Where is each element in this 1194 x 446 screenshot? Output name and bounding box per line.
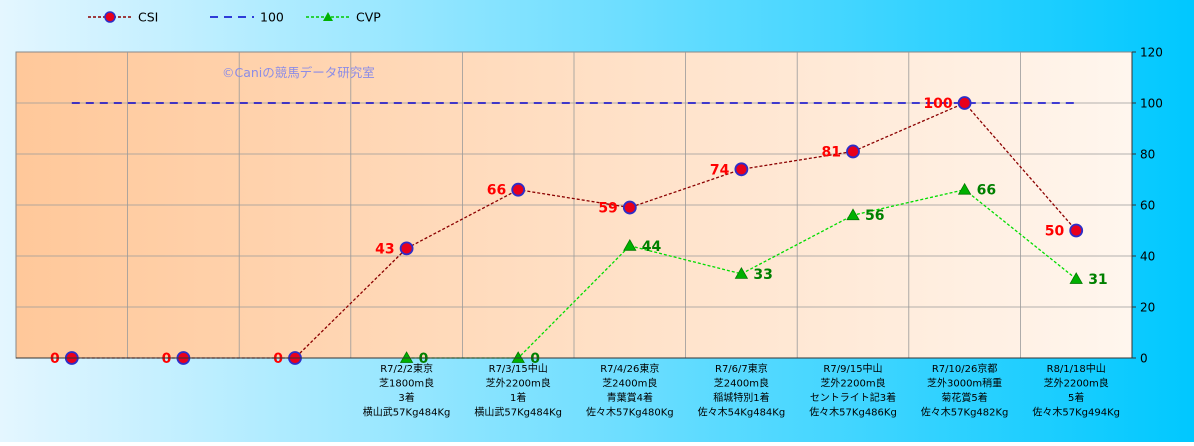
csi-data-label: 59	[598, 201, 617, 217]
x-category-label-line: 稲城特別1着	[713, 391, 769, 404]
cvp-point	[399, 351, 414, 363]
csi-data-label: 100	[923, 96, 952, 112]
watermark: ©Caniの競馬データ研究室	[222, 65, 375, 80]
legend-label: CSI	[138, 10, 158, 25]
x-category-label: R7/2/2東京芝1800m良 3着横山武57Kg484Kg	[363, 362, 451, 419]
x-category-label-line: 佐々木57Kg486Kg	[809, 407, 897, 419]
y-tick-label: 40	[1140, 250, 1155, 264]
x-category-label-line: 芝外2200m良	[1044, 377, 1109, 390]
csi-point	[1069, 223, 1084, 238]
x-category-label-line: 芝2400m良	[602, 377, 657, 390]
x-category-label-line: 1着	[510, 391, 526, 404]
x-category-label: R7/9/15中山芝外2200m良セントライト記3着佐々木57Kg486Kg	[809, 362, 897, 419]
legend-label: 100	[260, 10, 284, 25]
x-category-label-line: 横山武57Kg484Kg	[474, 406, 562, 419]
x-category-label-line: R7/6/7東京	[715, 362, 768, 375]
legend: CSI 100 CVP	[88, 10, 381, 25]
x-category-label-line: 青葉賞4着	[607, 391, 653, 404]
grid	[16, 52, 1132, 358]
y-axis: 0 20 40 60 80 100 120	[16, 46, 1163, 366]
cvp-point	[957, 182, 972, 195]
cvp-data-label: 56	[865, 208, 884, 224]
x-category-label: R7/3/15中山芝外2200m良 1着横山武57Kg484Kg	[474, 362, 562, 419]
cvp-point	[511, 351, 525, 363]
y-tick-label: 20	[1140, 301, 1155, 315]
x-category-label-line: 佐々木57Kg482Kg	[921, 407, 1009, 419]
x-category-label-line: R7/9/15中山	[823, 362, 882, 375]
csi-data-label: 74	[710, 162, 730, 178]
x-category-label-line: 5着	[1068, 391, 1084, 404]
x-category-label-line: 佐々木54Kg484Kg	[698, 407, 786, 419]
legend-circle-marker	[104, 11, 116, 23]
csi-point	[734, 162, 749, 177]
csi-data-label: 50	[1045, 224, 1065, 240]
cvp-data-label: 44	[642, 239, 662, 255]
csi-data-label: 81	[822, 144, 841, 160]
x-category-label-line: 芝1800m良	[379, 377, 434, 390]
legend-triangle-marker	[323, 12, 333, 21]
csi-data-label: 43	[375, 241, 394, 257]
x-category-label: R7/4/26東京芝2400m良青葉賞4着佐々木57Kg480Kg	[586, 362, 674, 419]
csi-point	[957, 96, 972, 110]
x-category-label-line: 芝外2200m良	[820, 377, 885, 390]
x-axis-labels: R7/2/2東京芝1800m良 3着横山武57Kg484KgR7/3/15中山芝外…	[363, 362, 1120, 419]
cvp-data-label: 33	[753, 267, 772, 283]
cvp-data-label: 0	[530, 351, 540, 367]
y-tick-label: 120	[1140, 46, 1163, 60]
y-tick-label: 60	[1140, 199, 1155, 213]
x-category-label-line: 芝外3000m稍重	[927, 377, 1002, 390]
cvp-data-label: 0	[419, 351, 429, 367]
x-category-label-line: 菊花賞5着	[941, 391, 987, 404]
legend-item: CSI	[88, 10, 158, 25]
x-category-label-line: 芝外2200m良	[486, 377, 551, 390]
x-category-label-line: R7/10/26京都	[932, 362, 998, 375]
csi-point	[846, 144, 860, 159]
x-category-label-line: R7/2/2東京	[380, 362, 433, 375]
y-tick-label: 0	[1140, 352, 1148, 366]
legend-item: 100	[210, 10, 284, 25]
x-category-label: R7/6/7東京芝2400m良稲城特別1着佐々木54Kg484Kg	[698, 362, 786, 419]
csi-point	[399, 241, 414, 256]
x-category-label-line: 芝2400m良	[714, 377, 769, 390]
legend-label: CVP	[356, 10, 381, 25]
csi-data-label: 0	[273, 351, 283, 367]
csi-data-label: 0	[50, 351, 60, 367]
x-category-label-line: R7/4/26東京	[600, 362, 659, 375]
cvp-point	[623, 238, 637, 251]
x-category-label-line: セントライト記3着	[810, 391, 896, 404]
cvp-point	[1069, 272, 1083, 284]
x-category-label-line: 佐々木57Kg494Kg	[1032, 407, 1120, 419]
x-category-label-line: 横山武57Kg484Kg	[363, 406, 451, 419]
cvp-point	[734, 267, 749, 279]
cvp-point	[846, 208, 860, 221]
x-category-label-line: R8/1/18中山	[1047, 362, 1106, 375]
x-category-label-line: R7/3/15中山	[489, 362, 548, 375]
x-category-label-line: 3着	[398, 391, 414, 404]
csi-data-label: 0	[162, 351, 172, 367]
x-category-label: R7/10/26京都芝外3000m稍重菊花賞5着佐々木57Kg482Kg	[921, 362, 1009, 419]
x-category-label: R8/1/18中山芝外2200m良 5着佐々木57Kg494Kg	[1032, 362, 1120, 419]
x-category-label-line: 佐々木57Kg480Kg	[586, 407, 674, 419]
y-tick-label: 80	[1140, 148, 1155, 162]
cvp-data-label: 31	[1088, 272, 1107, 288]
y-tick-label: 100	[1140, 97, 1163, 111]
cvp-data-label: 66	[977, 183, 996, 199]
csi-point	[511, 182, 526, 197]
legend-item: CVP	[306, 10, 381, 25]
csi-point	[622, 200, 637, 215]
csi-data-label: 66	[487, 183, 506, 199]
